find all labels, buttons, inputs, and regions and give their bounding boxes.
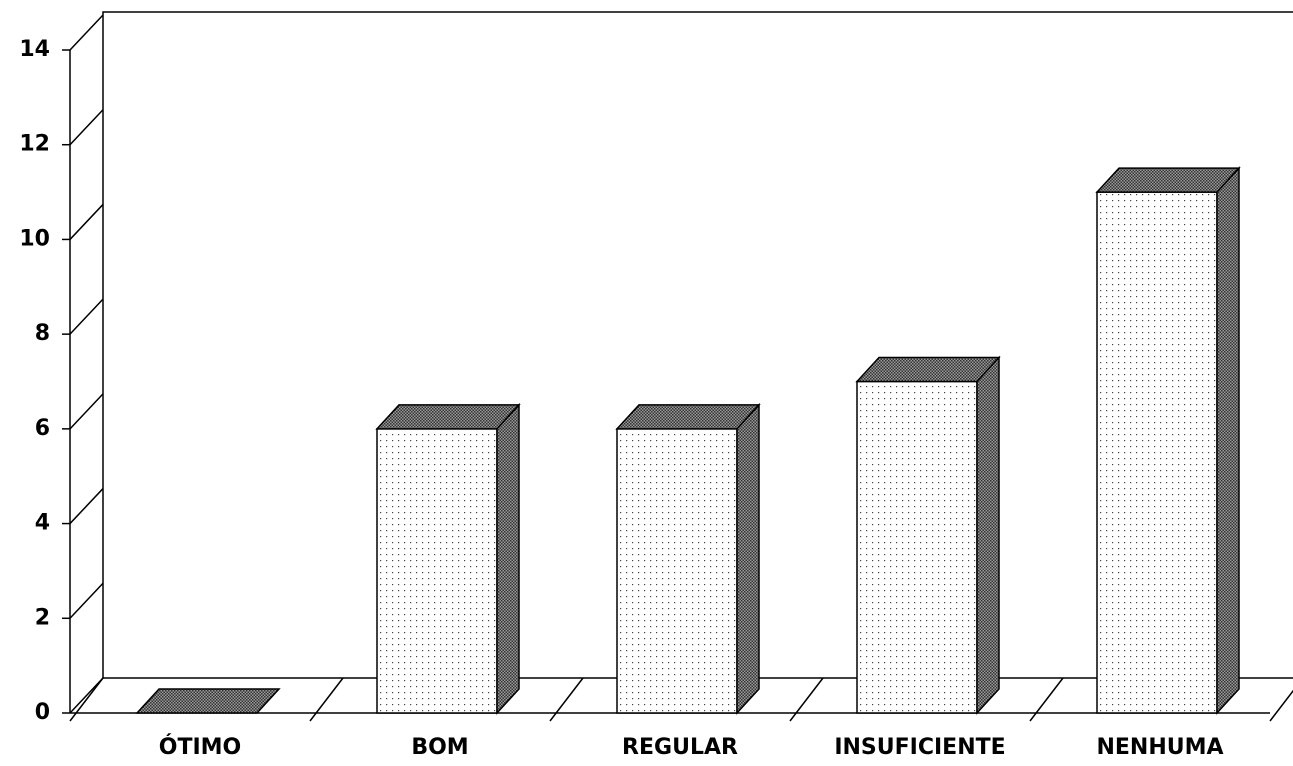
bar-top [855,356,1001,383]
bar [1095,166,1241,715]
grid-line [69,203,104,240]
category-divider [1269,689,1293,722]
bar-side [736,402,760,715]
category-divider [549,677,584,722]
bar-top [375,404,521,430]
bar [375,402,521,715]
category-divider [789,677,824,722]
bar-side [976,355,1000,715]
bar-top [615,404,761,430]
y-tick-label: 10 [19,226,50,251]
bar-top [135,688,281,714]
y-tick-label: 4 [35,511,50,536]
x-tick-label: NENHUMA [1096,735,1223,760]
x-tick-label: BOM [411,735,468,760]
category-divider [69,677,104,722]
grid-line [69,393,104,430]
grid-line [69,488,104,525]
category-divider [1029,677,1064,722]
bar-side [1216,166,1240,715]
grid-line [69,298,104,335]
y-tick-label: 0 [35,700,50,725]
bar-front [1096,191,1218,714]
y-tick-label: 14 [19,37,50,62]
bar-top [1095,167,1241,193]
y-tick-label: 12 [19,132,50,157]
grid-line [69,677,104,714]
y-tick-label: 6 [35,416,50,441]
bar-front [856,380,978,714]
x-tick-label: ÓTIMO [159,734,242,760]
grid-line [69,582,104,619]
bar [855,355,1001,715]
bar-side [496,402,520,715]
x-tick-label: REGULAR [622,735,738,760]
y-tick-label: 8 [35,321,50,346]
grid-line [69,14,104,51]
category-divider [309,677,344,722]
grid-line [69,109,104,146]
bar [615,402,761,715]
bar-front [376,428,498,714]
x-tick-label: INSUFICIENTE [834,735,1005,760]
bar-front [616,428,738,714]
bar [135,688,281,714]
y-tick-label: 2 [35,605,50,630]
